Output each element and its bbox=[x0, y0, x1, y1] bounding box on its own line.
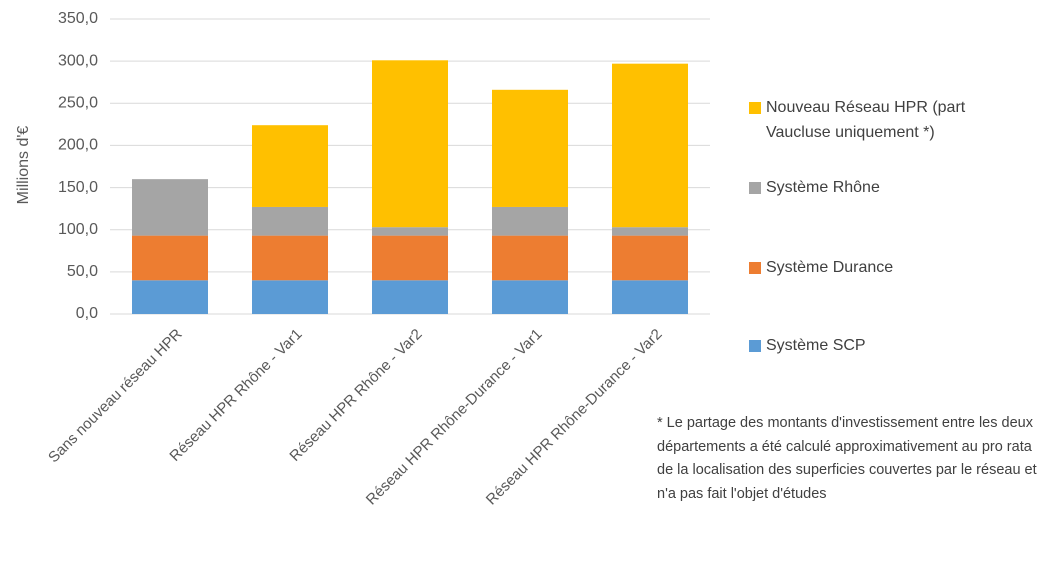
bar-segment bbox=[612, 227, 688, 236]
y-tick-label: 50,0 bbox=[67, 263, 98, 280]
bar-segment bbox=[492, 206, 568, 236]
legend-label: Système Rhône bbox=[766, 179, 880, 196]
legend-swatch bbox=[749, 102, 761, 114]
y-tick-label: 150,0 bbox=[58, 179, 98, 196]
y-tick-label: 350,0 bbox=[58, 10, 98, 27]
legend-label: Système SCP bbox=[766, 337, 866, 354]
legend-swatch bbox=[749, 340, 761, 352]
y-tick-label: 100,0 bbox=[58, 221, 98, 238]
y-tick-label: 200,0 bbox=[58, 137, 98, 154]
annotation: * Le partage des montants d'investisseme… bbox=[657, 415, 1037, 502]
bar-segment bbox=[372, 235, 448, 281]
bar-segment bbox=[612, 63, 688, 228]
legend-label: Système Durance bbox=[766, 259, 894, 276]
bar-segment bbox=[132, 179, 208, 236]
x-tick-label: Sans nouveau réseau HPR bbox=[45, 325, 186, 466]
bar-segment bbox=[612, 280, 688, 314]
bar-segment bbox=[492, 280, 568, 314]
bar-segment bbox=[252, 280, 328, 314]
bar-segment bbox=[372, 227, 448, 236]
x-tick-label: Réseau HPR Rhône - Var1 bbox=[166, 326, 305, 465]
bar-segment bbox=[132, 280, 208, 314]
bar-segment bbox=[252, 125, 328, 207]
bar-segment bbox=[132, 235, 208, 281]
y-axis-label: Millions d'€ bbox=[15, 126, 32, 205]
y-tick-label: 0,0 bbox=[76, 305, 98, 322]
legend-swatch bbox=[749, 182, 761, 194]
bar-segment bbox=[492, 89, 568, 207]
bar-segment bbox=[252, 206, 328, 236]
bar-segment bbox=[612, 235, 688, 281]
x-tick-label: Réseau HPR Rhône - Var2 bbox=[286, 326, 425, 465]
y-tick-label: 300,0 bbox=[58, 52, 98, 69]
bar-segment bbox=[252, 235, 328, 281]
y-tick-label: 250,0 bbox=[58, 95, 98, 112]
bar-segment bbox=[372, 280, 448, 314]
legend-label: Nouveau Réseau HPR (part Vaucluse unique… bbox=[766, 99, 966, 141]
legend-swatch bbox=[749, 262, 761, 274]
bar-segment bbox=[492, 235, 568, 281]
bar-segment bbox=[372, 60, 448, 228]
